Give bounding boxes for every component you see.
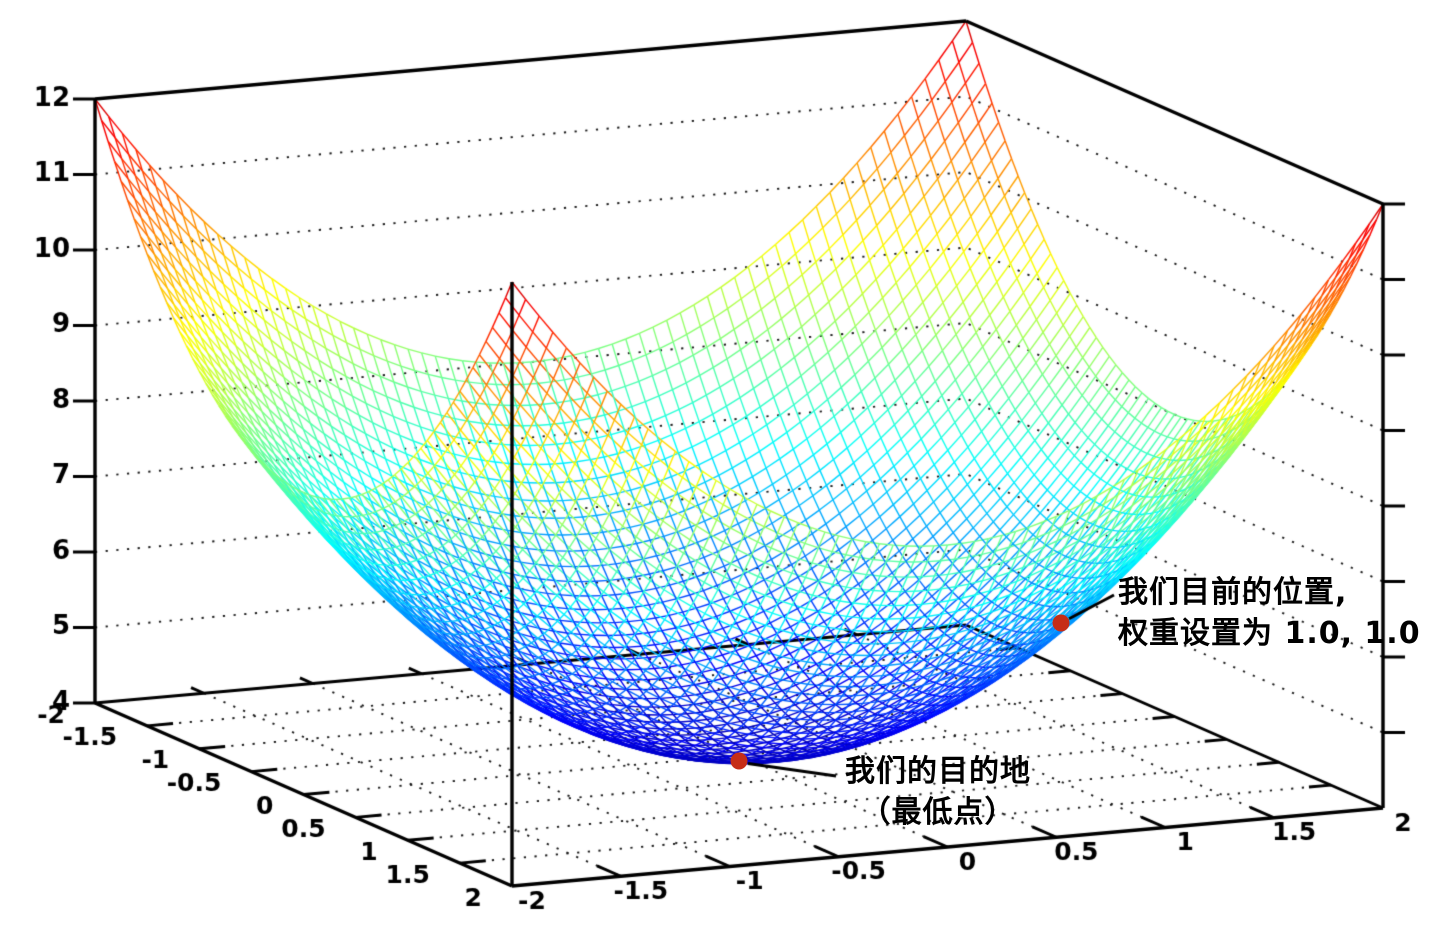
current-position-label-line1: 我们目前的位置, — [1118, 575, 1348, 610]
destination-label-line1: 我们的目的地 — [845, 754, 1031, 789]
destination-label-line2: （最低点） — [860, 795, 1016, 830]
current-position-marker — [1052, 614, 1070, 632]
destination-annotation: 我们的目的地 （最低点） — [838, 751, 1038, 833]
current-position-annotation: 我们目前的位置, 权重设置为 1.0, 1.0 — [1118, 572, 1421, 654]
destination-marker — [730, 752, 748, 769]
current-position-label-line2: 权重设置为 1.0, 1.0 — [1118, 616, 1421, 651]
